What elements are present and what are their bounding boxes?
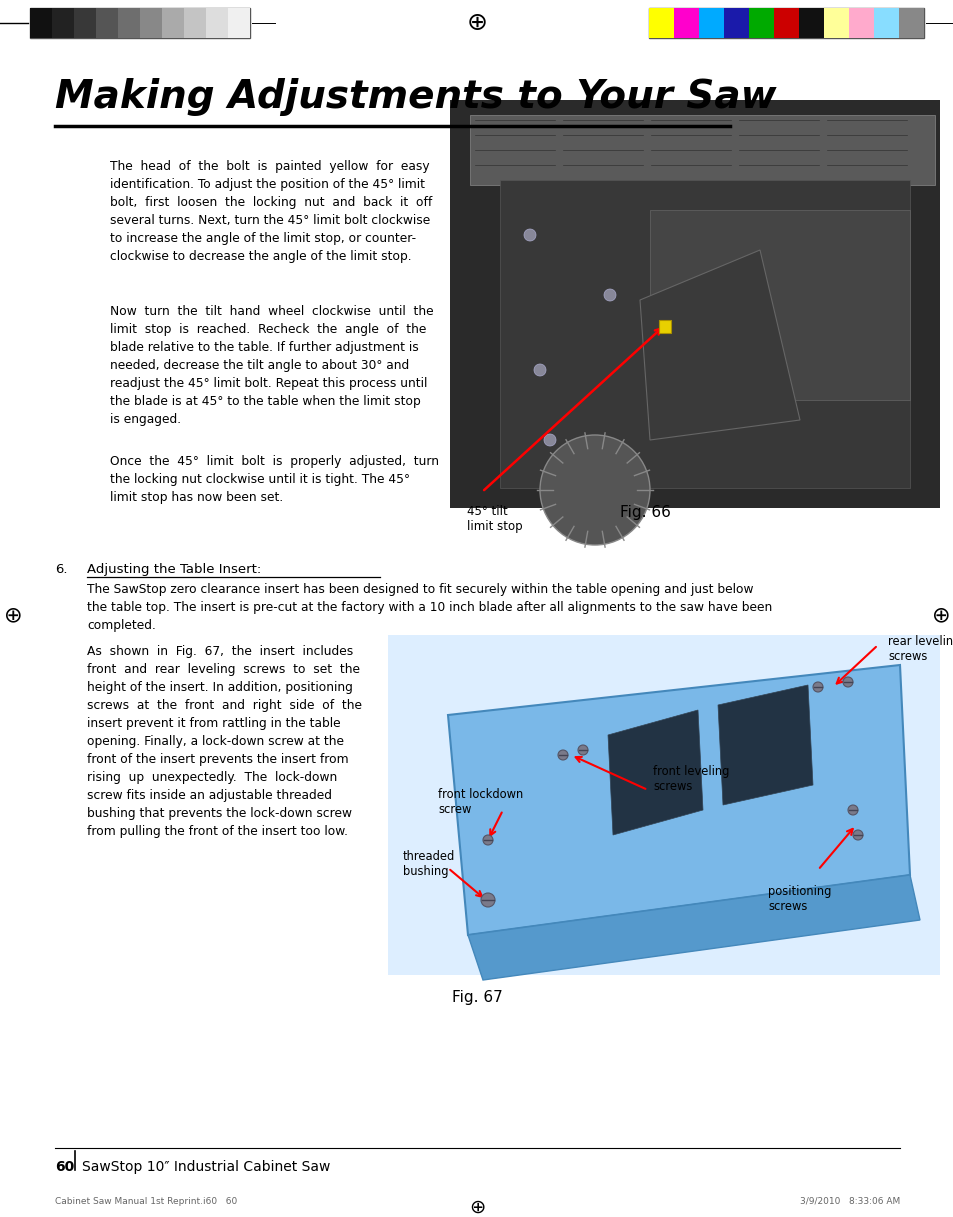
Polygon shape bbox=[649, 211, 909, 400]
Bar bbox=[898, 9, 923, 38]
Polygon shape bbox=[718, 685, 812, 804]
Text: 3/9/2010   8:33:06 AM: 3/9/2010 8:33:06 AM bbox=[799, 1198, 899, 1206]
Bar bbox=[699, 9, 723, 38]
Polygon shape bbox=[448, 664, 909, 935]
Circle shape bbox=[543, 434, 556, 445]
Text: As  shown  in  Fig.  67,  the  insert  includes
front  and  rear  leveling  scre: As shown in Fig. 67, the insert includes… bbox=[87, 645, 361, 839]
Polygon shape bbox=[470, 114, 934, 185]
Polygon shape bbox=[639, 249, 800, 441]
Bar bbox=[388, 635, 939, 975]
Bar bbox=[659, 320, 670, 333]
Bar bbox=[184, 9, 206, 38]
Bar bbox=[773, 9, 799, 38]
Bar bbox=[206, 9, 228, 38]
Text: Making Adjustments to Your Saw: Making Adjustments to Your Saw bbox=[55, 78, 776, 116]
Bar bbox=[873, 9, 898, 38]
Text: ⊕: ⊕ bbox=[4, 605, 22, 626]
Text: 60: 60 bbox=[55, 1160, 74, 1174]
Circle shape bbox=[847, 804, 857, 815]
Bar bbox=[648, 9, 923, 38]
Bar bbox=[848, 9, 873, 38]
Text: positioning
screws: positioning screws bbox=[767, 885, 830, 913]
Bar bbox=[499, 180, 909, 488]
Text: Fig. 66: Fig. 66 bbox=[619, 505, 670, 520]
Text: ⊕: ⊕ bbox=[931, 605, 949, 626]
Text: Fig. 67: Fig. 67 bbox=[451, 989, 502, 1005]
Bar bbox=[140, 9, 162, 38]
Bar bbox=[723, 9, 748, 38]
Bar bbox=[96, 9, 118, 38]
Polygon shape bbox=[607, 710, 702, 835]
Polygon shape bbox=[468, 875, 919, 980]
Bar bbox=[228, 9, 250, 38]
Text: 45° tilt
limit stop: 45° tilt limit stop bbox=[467, 505, 522, 533]
Text: 6.: 6. bbox=[55, 563, 68, 576]
Text: Now  turn  the  tilt  hand  wheel  clockwise  until  the
limit  stop  is  reache: Now turn the tilt hand wheel clockwise u… bbox=[110, 305, 434, 426]
Circle shape bbox=[812, 682, 822, 692]
Bar bbox=[823, 9, 848, 38]
Text: Adjusting the Table Insert:: Adjusting the Table Insert: bbox=[87, 563, 261, 576]
Bar bbox=[673, 9, 699, 38]
Text: The  head  of  the  bolt  is  painted  yellow  for  easy
identification. To adju: The head of the bolt is painted yellow f… bbox=[110, 159, 432, 263]
Bar bbox=[748, 9, 773, 38]
Text: The SawStop zero clearance insert has been designed to fit securely within the t: The SawStop zero clearance insert has be… bbox=[87, 583, 771, 632]
Bar bbox=[30, 9, 52, 38]
Text: Once  the  45°  limit  bolt  is  properly  adjusted,  turn
the locking nut clock: Once the 45° limit bolt is properly adju… bbox=[110, 455, 438, 504]
Bar bbox=[74, 9, 96, 38]
Text: threaded
bushing: threaded bushing bbox=[402, 849, 455, 877]
Text: SawStop 10″ Industrial Cabinet Saw: SawStop 10″ Industrial Cabinet Saw bbox=[82, 1160, 330, 1174]
Text: ⊕: ⊕ bbox=[466, 11, 487, 35]
Bar bbox=[162, 9, 184, 38]
Text: rear leveling
screws: rear leveling screws bbox=[887, 635, 953, 663]
Circle shape bbox=[578, 745, 587, 755]
Circle shape bbox=[523, 229, 536, 241]
Circle shape bbox=[539, 434, 649, 545]
Bar bbox=[450, 100, 939, 507]
Text: Cabinet Saw Manual 1st Reprint.i60   60: Cabinet Saw Manual 1st Reprint.i60 60 bbox=[55, 1198, 237, 1206]
Bar bbox=[118, 9, 140, 38]
Text: front lockdown
screw: front lockdown screw bbox=[437, 787, 522, 817]
Circle shape bbox=[842, 677, 852, 688]
Circle shape bbox=[482, 835, 493, 845]
Text: front leveling
screws: front leveling screws bbox=[652, 765, 729, 793]
Circle shape bbox=[852, 830, 862, 840]
Bar bbox=[52, 9, 74, 38]
Bar bbox=[30, 9, 250, 38]
Circle shape bbox=[603, 288, 616, 301]
Bar bbox=[799, 9, 823, 38]
Circle shape bbox=[534, 364, 545, 376]
Circle shape bbox=[558, 750, 567, 759]
Text: ⊕: ⊕ bbox=[468, 1198, 485, 1217]
Bar bbox=[648, 9, 673, 38]
Circle shape bbox=[480, 893, 495, 907]
